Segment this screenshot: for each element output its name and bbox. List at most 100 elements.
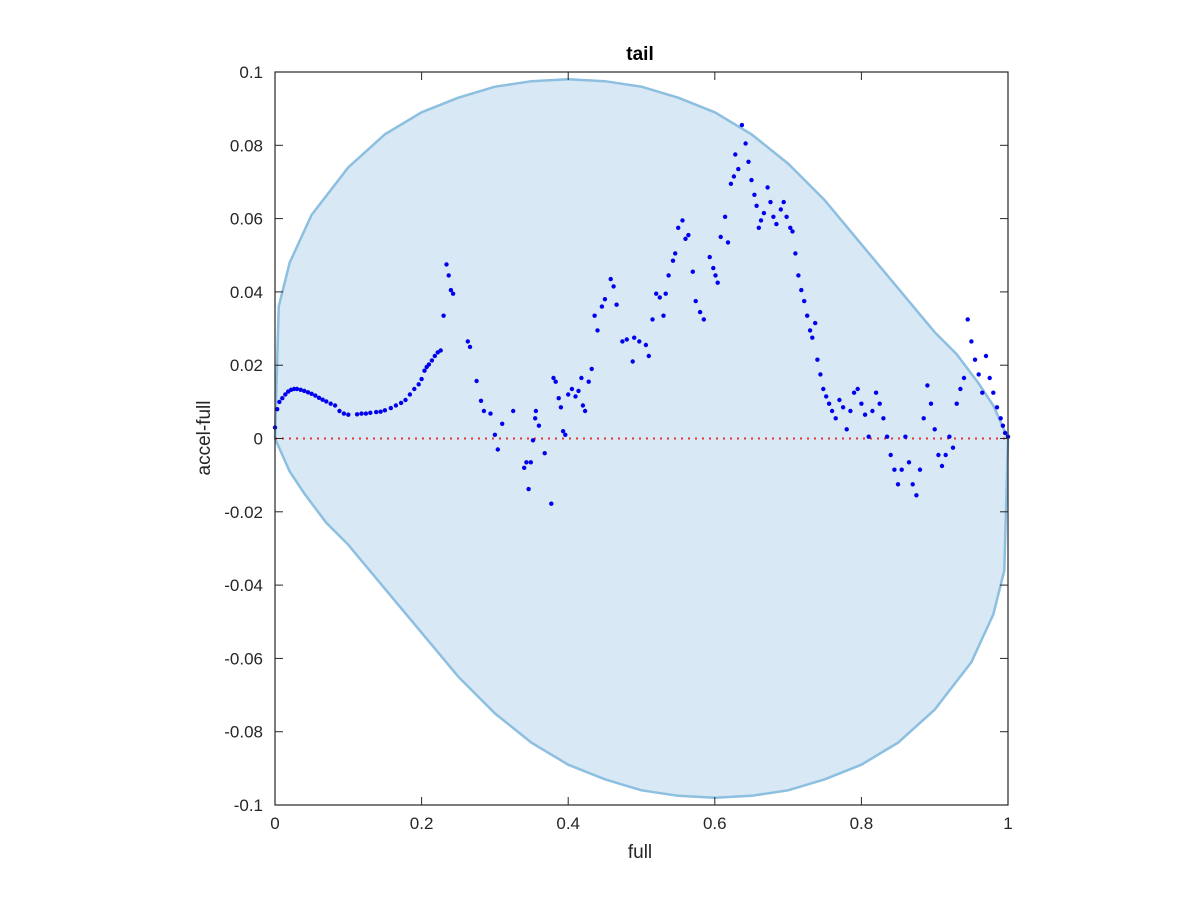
data-point	[388, 405, 393, 411]
data-point	[337, 408, 342, 414]
data-point	[524, 460, 529, 465]
data-point	[722, 214, 728, 219]
data-point	[579, 375, 584, 381]
data-point	[805, 313, 810, 318]
data-point	[969, 339, 974, 344]
data-point	[833, 416, 838, 421]
points-layer	[272, 122, 1011, 506]
data-point	[761, 210, 767, 216]
data-point	[650, 317, 655, 322]
data-point	[294, 386, 300, 392]
data-point	[917, 467, 923, 472]
data-point	[450, 291, 456, 296]
data-point	[1002, 430, 1008, 436]
data-point	[771, 214, 776, 219]
data-point	[925, 383, 930, 388]
data-point	[368, 410, 373, 415]
y-tick-label: -0.02	[224, 503, 263, 522]
data-point	[818, 372, 823, 377]
data-point	[566, 392, 571, 397]
data-point	[556, 396, 561, 401]
data-point	[553, 379, 558, 384]
data-point	[354, 412, 360, 417]
data-point	[862, 412, 868, 417]
data-point	[758, 218, 764, 223]
data-point	[693, 298, 698, 304]
data-point	[582, 408, 588, 414]
data-point	[826, 401, 832, 406]
data-point	[595, 328, 600, 333]
data-point	[573, 394, 578, 399]
data-point	[686, 232, 691, 238]
data-point	[837, 397, 842, 403]
y-axis-label: accel-full	[194, 401, 215, 476]
data-point	[666, 273, 671, 278]
data-point	[530, 438, 536, 443]
data-point	[280, 396, 285, 401]
data-point	[465, 339, 470, 344]
data-point	[731, 174, 737, 179]
data-point	[444, 262, 449, 267]
data-point	[987, 375, 992, 381]
data-point	[422, 368, 427, 373]
data-point	[802, 298, 807, 304]
data-point	[768, 199, 773, 205]
data-point	[980, 390, 985, 395]
data-point	[784, 214, 789, 219]
data-point	[560, 429, 566, 434]
data-point	[298, 387, 303, 392]
data-point	[690, 269, 695, 274]
data-point	[341, 411, 347, 416]
data-point	[526, 486, 531, 492]
data-point	[754, 203, 759, 208]
data-point	[936, 452, 941, 458]
data-point	[1000, 423, 1006, 428]
data-point	[958, 386, 963, 392]
data-point	[576, 388, 581, 394]
data-point	[965, 317, 970, 322]
data-point	[676, 225, 681, 230]
data-point	[533, 416, 538, 421]
data-point	[813, 320, 818, 326]
data-point	[701, 317, 706, 322]
x-tick-label: 0.2	[410, 814, 434, 833]
data-point	[807, 328, 813, 333]
data-point	[283, 392, 288, 397]
data-point	[646, 353, 651, 359]
data-point	[848, 408, 853, 414]
data-point	[815, 357, 820, 362]
data-point	[663, 291, 668, 296]
data-point	[873, 390, 879, 395]
data-point	[551, 375, 556, 381]
data-point	[438, 348, 443, 353]
data-point	[680, 218, 685, 223]
data-point	[903, 434, 908, 439]
data-point	[947, 434, 952, 439]
data-point	[736, 166, 741, 172]
y-tick-label: -0.1	[234, 796, 263, 815]
data-point	[332, 403, 338, 408]
data-point	[419, 376, 424, 382]
data-point	[774, 221, 779, 227]
data-point	[630, 359, 635, 364]
data-point	[851, 390, 857, 395]
data-point	[602, 297, 608, 302]
data-point	[821, 386, 826, 392]
data-point	[586, 379, 591, 384]
x-tick-label: 0	[270, 814, 279, 833]
data-point	[563, 432, 568, 437]
y-tick-label: 0	[254, 430, 263, 449]
data-point	[697, 309, 703, 315]
data-point	[950, 445, 956, 450]
chart-title: tail	[626, 44, 653, 65]
data-point	[589, 366, 594, 372]
data-point	[943, 452, 948, 458]
data-point	[749, 177, 754, 183]
data-point	[403, 397, 408, 403]
data-point	[799, 287, 804, 293]
data-point	[393, 403, 399, 408]
data-point	[536, 423, 542, 428]
data-point	[657, 295, 662, 300]
data-point	[426, 362, 432, 367]
